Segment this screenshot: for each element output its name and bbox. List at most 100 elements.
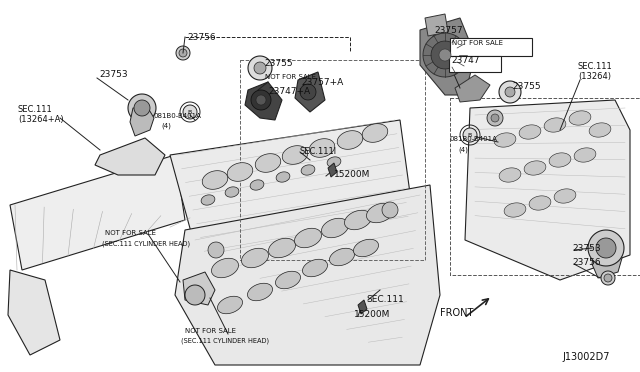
Text: 23756: 23756 [572,258,600,267]
Polygon shape [431,41,459,69]
Polygon shape [358,300,367,314]
Polygon shape [225,187,239,197]
Polygon shape [494,133,516,147]
Polygon shape [463,128,477,142]
Polygon shape [295,72,325,112]
Polygon shape [208,242,224,258]
Polygon shape [276,172,290,182]
Text: (4): (4) [161,122,171,128]
Text: 081B0-B401A: 081B0-B401A [450,136,498,142]
Polygon shape [362,124,388,142]
Polygon shape [455,75,490,102]
Polygon shape [176,46,190,60]
Polygon shape [248,56,272,80]
Text: NOT FOR SALE: NOT FOR SALE [185,328,236,334]
Polygon shape [175,185,440,365]
Bar [449,56,501,72]
Text: SEC.111: SEC.111 [366,295,404,304]
Text: 15200M: 15200M [354,310,390,319]
Polygon shape [170,120,415,265]
Polygon shape [499,168,521,182]
Polygon shape [596,238,616,258]
Polygon shape [367,203,394,223]
Text: 23755: 23755 [512,82,541,91]
Polygon shape [382,202,398,218]
Polygon shape [183,105,197,119]
Polygon shape [255,154,281,172]
Text: NOT FOR SALE: NOT FOR SALE [105,230,156,236]
Polygon shape [604,274,612,282]
Text: 23753: 23753 [99,70,127,79]
Polygon shape [330,248,355,266]
Polygon shape [95,138,165,175]
Text: (4): (4) [458,146,468,153]
Polygon shape [524,161,546,175]
Polygon shape [179,49,187,57]
Text: 081B0-B401A: 081B0-B401A [154,113,202,119]
Polygon shape [344,210,371,230]
Polygon shape [282,146,308,164]
Polygon shape [504,203,526,217]
Polygon shape [328,163,337,177]
Text: (13264+A): (13264+A) [18,115,63,124]
Polygon shape [303,259,328,277]
Polygon shape [301,165,315,175]
Polygon shape [549,153,571,167]
Polygon shape [202,171,228,189]
Polygon shape [544,118,566,132]
Polygon shape [353,239,378,257]
Text: SEC.111: SEC.111 [18,105,52,114]
Polygon shape [269,238,296,258]
Polygon shape [592,242,622,278]
Polygon shape [337,131,363,149]
Polygon shape [327,157,341,167]
Polygon shape [275,271,301,289]
Bar [450,38,532,56]
Polygon shape [183,272,215,305]
Polygon shape [420,18,475,95]
Polygon shape [588,230,624,266]
Text: SEC.111: SEC.111 [578,62,612,71]
Polygon shape [439,49,451,61]
Text: SEC.111l: SEC.111l [300,147,337,156]
Polygon shape [309,139,335,157]
Polygon shape [601,271,615,285]
Polygon shape [574,148,596,162]
Text: J13002D7: J13002D7 [562,352,609,362]
Polygon shape [248,283,273,301]
Polygon shape [201,195,215,205]
Polygon shape [423,33,467,77]
Polygon shape [227,163,253,181]
Polygon shape [251,90,271,110]
Text: 23753: 23753 [572,244,600,253]
Polygon shape [529,196,551,210]
Polygon shape [300,84,316,100]
Polygon shape [218,296,243,314]
Text: B: B [188,109,192,115]
Polygon shape [487,110,503,126]
Text: FRONT: FRONT [440,308,474,318]
Polygon shape [130,108,154,136]
Polygon shape [491,114,499,122]
Polygon shape [211,258,239,278]
Polygon shape [589,123,611,137]
Text: 23747+A: 23747+A [268,87,310,96]
Text: 23747: 23747 [451,56,479,65]
Polygon shape [505,87,515,97]
Text: (SEC.111 CYLINDER HEAD): (SEC.111 CYLINDER HEAD) [181,338,269,344]
Polygon shape [465,100,630,280]
Polygon shape [425,14,448,36]
Text: 23757: 23757 [434,26,463,35]
Polygon shape [185,285,205,305]
Text: NOT FOR SALE: NOT FOR SALE [265,74,316,80]
Text: B: B [468,132,472,138]
Polygon shape [294,228,321,248]
Polygon shape [245,82,282,120]
Polygon shape [256,95,266,105]
Text: 23755: 23755 [264,59,292,68]
Polygon shape [134,100,150,116]
Polygon shape [519,125,541,139]
Text: NOT FOR SALE: NOT FOR SALE [452,40,503,46]
Polygon shape [321,218,349,238]
Polygon shape [8,270,60,355]
